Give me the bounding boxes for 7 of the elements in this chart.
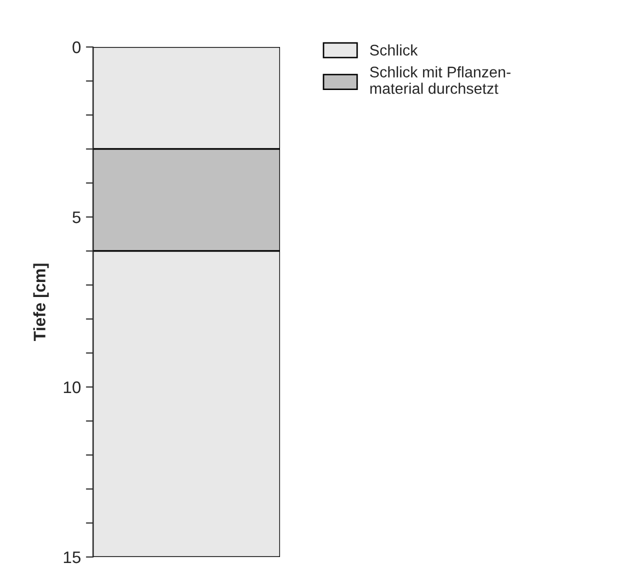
y-tick-label: 0: [72, 41, 81, 54]
legend-label: Schlick: [370, 44, 418, 56]
y-tick-label: 5: [72, 212, 80, 224]
y-tick-label: 15: [64, 552, 80, 564]
y-tick-label: 10: [64, 381, 81, 394]
y-axis-title: Tiefe [cm]: [33, 264, 49, 342]
legend-label: Schlick mit Pflanzen- material durchsetzt: [370, 66, 510, 94]
